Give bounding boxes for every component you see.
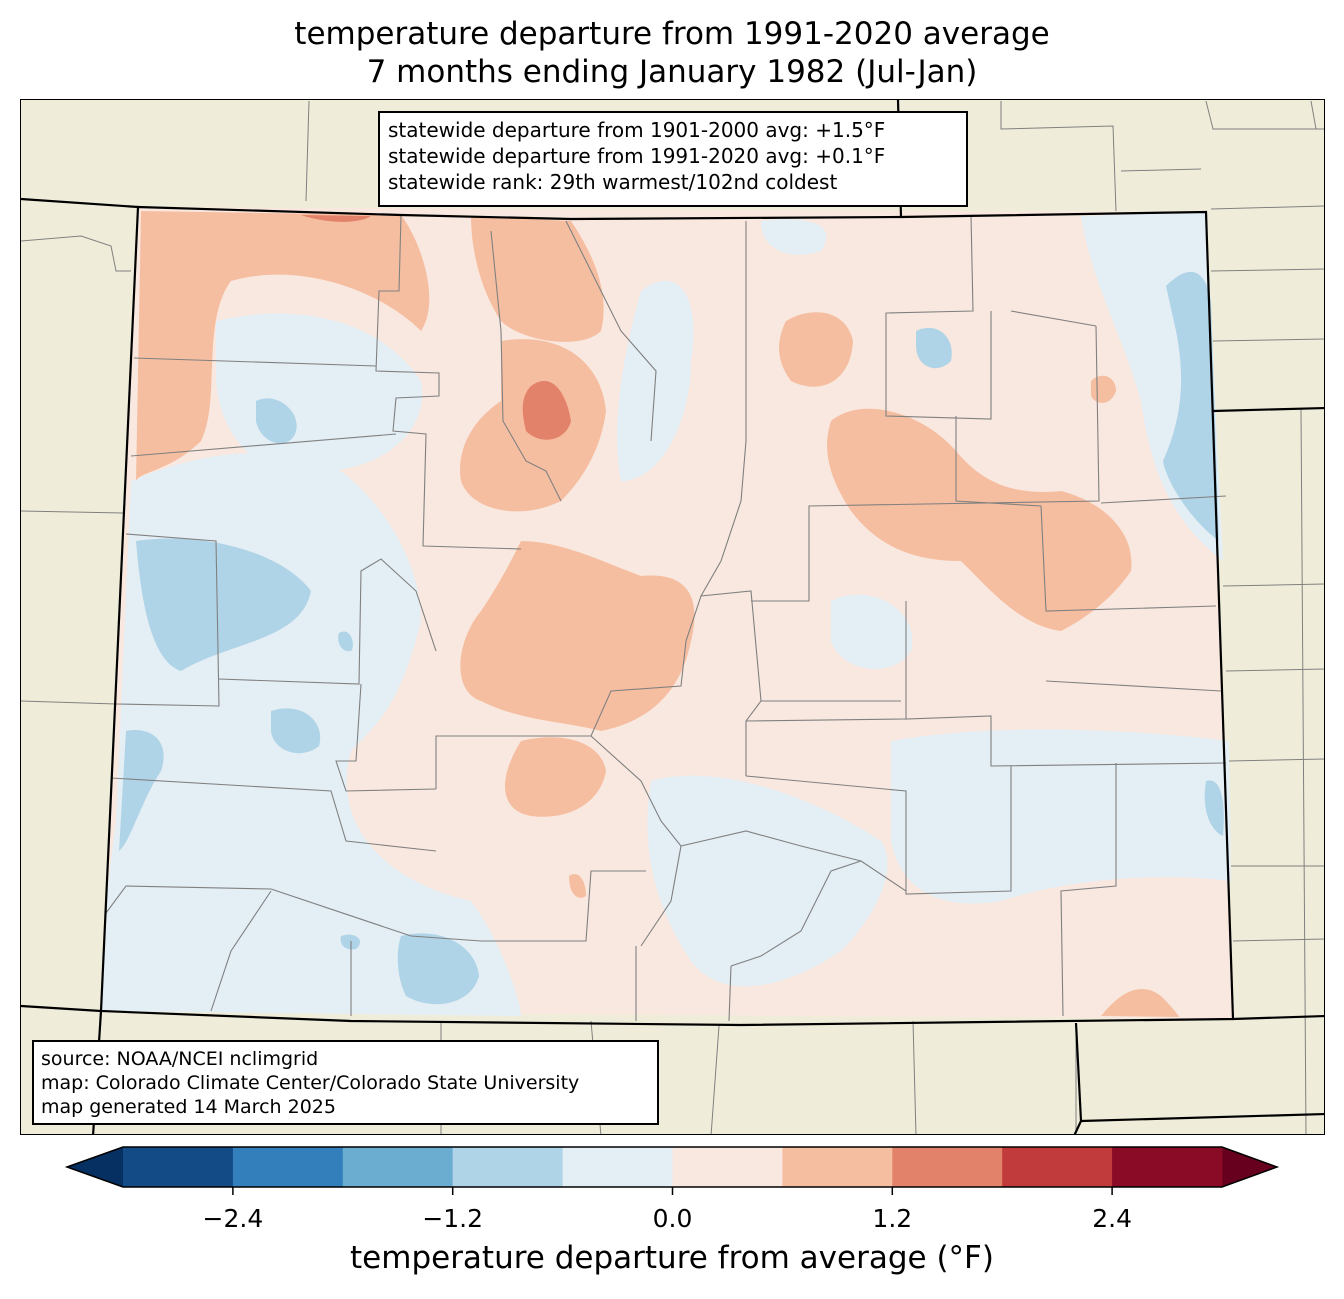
colorbar-outline xyxy=(64,1146,1280,1188)
colorbar-tick-label: −2.4 xyxy=(202,1204,264,1233)
statewide-stats-box: statewide departure from 1901-2000 avg: … xyxy=(378,111,968,207)
source-box: source: NOAA/NCEI nclimgrid map: Colorad… xyxy=(32,1040,659,1125)
region-southeast-cool xyxy=(891,729,1231,904)
anomaly-field xyxy=(101,207,1233,1019)
colorbar-bin-8 xyxy=(1002,1147,1113,1187)
colorbar-bin-0 xyxy=(123,1147,234,1187)
colorbar-tick-label: 2.4 xyxy=(1092,1204,1132,1233)
map-title-line2: 7 months ending January 1982 (Jul-Jan) xyxy=(366,54,978,90)
colorbar-bin-4 xyxy=(562,1147,673,1187)
map-credit-line: map: Colorado Climate Center/Colorado St… xyxy=(41,1072,580,1094)
region-blue-south xyxy=(397,933,479,1005)
colorbar-label: temperature departure from average (°F) xyxy=(350,1240,994,1276)
colorbar-under-arrow xyxy=(67,1147,123,1187)
colorado-map xyxy=(21,100,1324,1134)
colorbar-bin-6 xyxy=(782,1147,893,1187)
region-blue-west xyxy=(136,538,311,671)
colorbar-tick-label: 1.2 xyxy=(872,1204,913,1233)
stats-line-1901-2000: statewide departure from 1901-2000 avg: … xyxy=(388,118,886,142)
colorbar-bin-1 xyxy=(232,1147,344,1187)
region-red-central xyxy=(460,541,695,731)
region-blue-east xyxy=(1163,271,1219,541)
colorbar-bin-7 xyxy=(892,1147,1003,1187)
colorbar-bin-2 xyxy=(342,1147,454,1187)
stats-line-rank: statewide rank: 29th warmest/102nd colde… xyxy=(388,170,838,194)
colorbar xyxy=(64,1146,1280,1195)
county-lines xyxy=(105,214,1227,1022)
colorbar-over-arrow xyxy=(1222,1147,1277,1187)
region-red-north xyxy=(471,216,604,342)
colorbar-bin-9 xyxy=(1112,1147,1223,1187)
generated-date-line: map generated 14 March 2025 xyxy=(41,1096,336,1118)
region-red-northeast xyxy=(779,312,853,387)
region-medium-red xyxy=(522,380,571,440)
colorbar-tick-label: −1.2 xyxy=(422,1204,484,1233)
map-frame xyxy=(20,99,1325,1135)
region-red-east xyxy=(827,408,1132,631)
colorbar-bin-3 xyxy=(452,1147,564,1187)
region-south-cool xyxy=(647,775,888,987)
region-red-northwest xyxy=(136,211,430,481)
colorbar-tick-label: 0.0 xyxy=(652,1204,693,1233)
stats-line-1991-2020: statewide departure from 1991-2020 avg: … xyxy=(388,144,886,168)
map-title-line1: temperature departure from 1991-2020 ave… xyxy=(294,16,1050,52)
colorbar-bin-5 xyxy=(672,1147,783,1187)
source-line: source: NOAA/NCEI nclimgrid xyxy=(41,1048,319,1070)
